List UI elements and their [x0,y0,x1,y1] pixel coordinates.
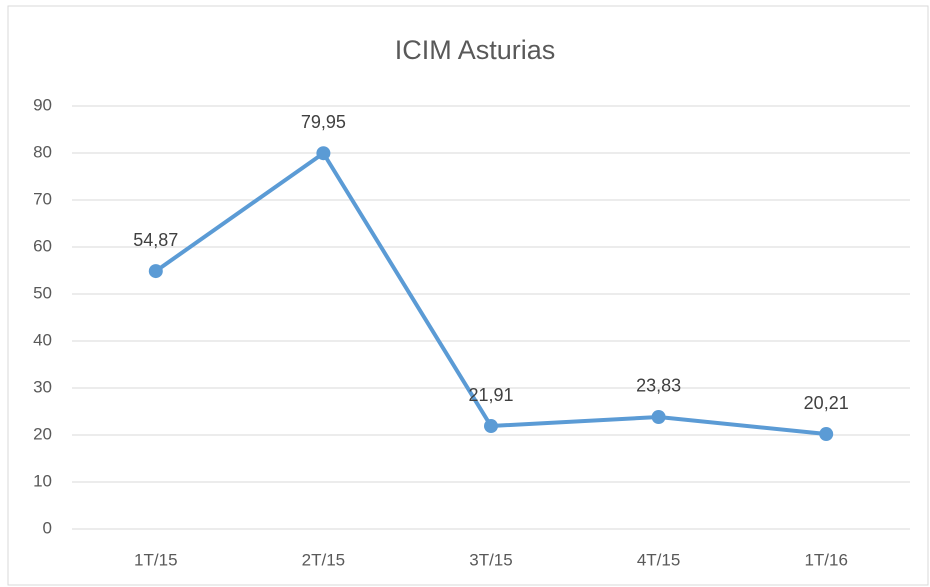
data-point [148,264,163,279]
y-tick-label: 50 [33,283,52,302]
data-label: 23,83 [636,376,681,396]
data-label: 54,87 [133,230,178,250]
y-tick-label: 10 [33,471,52,490]
data-point [819,427,834,442]
x-tick-label: 2T/15 [302,550,345,569]
chart-frame [7,5,929,586]
data-label: 79,95 [301,112,346,132]
y-tick-label: 70 [33,189,52,208]
y-tick-label: 40 [33,330,52,349]
data-label: 20,21 [804,393,849,413]
x-tick-label: 3T/15 [469,550,512,569]
data-point [484,419,498,434]
y-tick-label: 80 [33,142,52,161]
data-point [651,409,666,424]
y-tick-label: 90 [33,95,52,114]
data-label: 21,91 [468,385,513,405]
y-tick-label: 20 [33,424,52,443]
y-tick-label: 60 [33,236,52,255]
chart-title: ICIM Asturias [395,35,556,65]
x-tick-label: 4T/15 [637,550,680,569]
x-tick-label: 1T/15 [134,550,177,569]
data-point [316,146,331,161]
x-tick-label: 1T/16 [804,550,847,569]
y-tick-label: 30 [33,377,52,396]
y-tick-label: 0 [43,518,52,537]
